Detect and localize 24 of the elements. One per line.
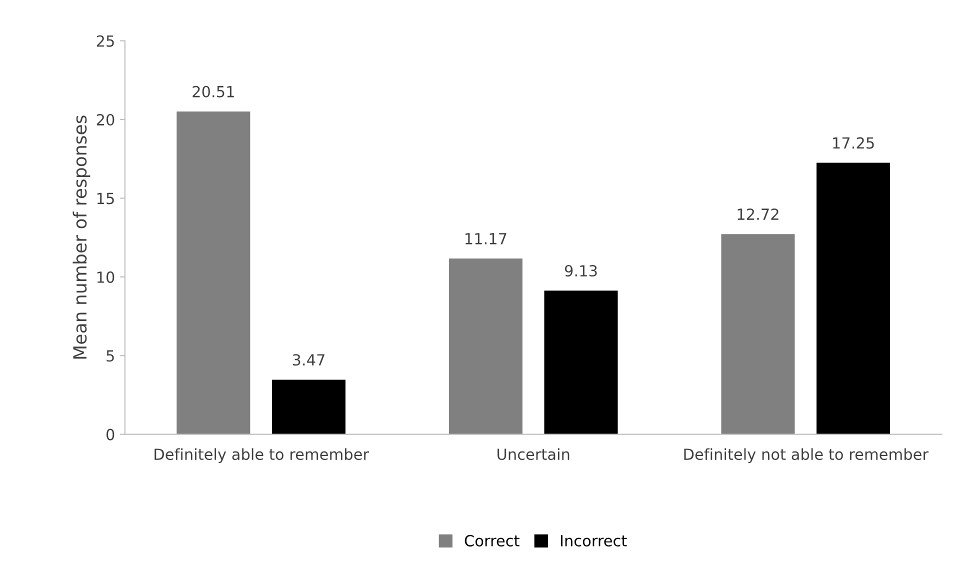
x-tick-label: Uncertain <box>498 448 570 460</box>
bar <box>448 258 522 434</box>
y-axis-title: Mean number of responses <box>72 116 90 359</box>
data-label: 11.17 <box>466 233 506 244</box>
y-tick-label: 15 <box>97 192 114 204</box>
y-tick-label: 10 <box>97 271 114 283</box>
bar <box>721 234 795 434</box>
x-tick-label: Definitely able to remember <box>154 448 370 464</box>
y-tick-label: 20 <box>96 114 114 126</box>
bar <box>272 380 346 434</box>
bar <box>544 290 618 434</box>
data-label: 3.47 <box>292 354 324 366</box>
bar <box>176 111 250 434</box>
y-tick-label: 0 <box>106 428 114 440</box>
data-label: 20.51 <box>192 86 234 98</box>
data-label: 9.13 <box>564 264 597 277</box>
x-tick-label: Definitely not able to remember <box>684 448 929 464</box>
data-label: 12.72 <box>738 208 778 220</box>
y-tick-label: 5 <box>106 350 114 362</box>
legend-label: Incorrect <box>560 535 627 546</box>
legend-label: Correct <box>464 534 520 546</box>
data-label: 17.25 <box>833 137 874 149</box>
y-tick-label: 25 <box>96 35 114 47</box>
bar <box>816 162 890 434</box>
